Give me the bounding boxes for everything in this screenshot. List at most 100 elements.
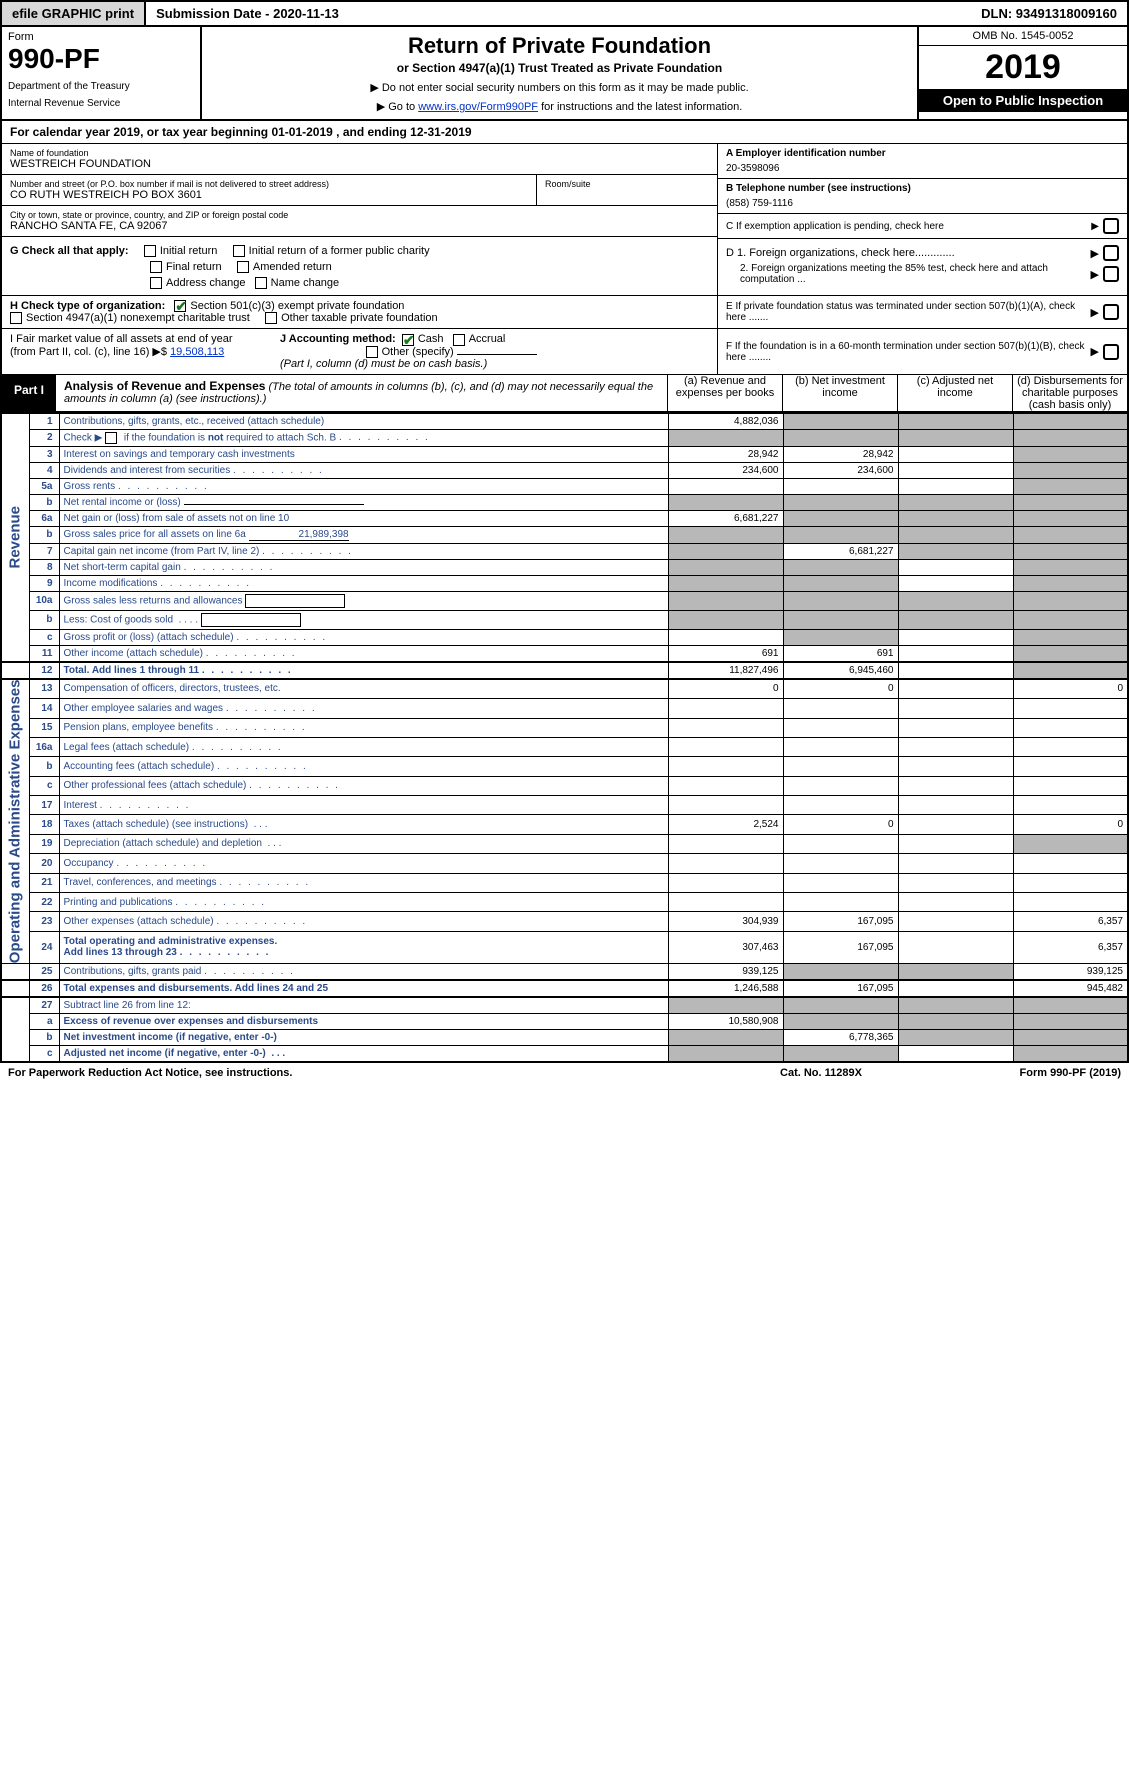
col-c-header: (c) Adjusted net income <box>897 375 1012 411</box>
initial-return-checkbox[interactable] <box>144 245 156 257</box>
row-desc: Dividends and interest from securities <box>59 462 668 478</box>
former-charity-checkbox[interactable] <box>233 245 245 257</box>
table-row: 12Total. Add lines 1 through 11 11,827,4… <box>1 662 1128 679</box>
row-desc: Net short-term capital gain <box>59 559 668 575</box>
table-row: bLess: Cost of goods sold . . . . <box>1 610 1128 629</box>
table-row: 8Net short-term capital gain <box>1 559 1128 575</box>
row-num: b <box>29 1030 59 1046</box>
table-row: 20Occupancy <box>1 854 1128 873</box>
row-num: 2 <box>29 429 59 446</box>
accrual-checkbox[interactable] <box>453 334 465 346</box>
form-header: Form 990-PF Department of the Treasury I… <box>0 27 1129 121</box>
row-num: 11 <box>29 645 59 662</box>
fmv-value[interactable]: 19,508,113 <box>170 346 224 358</box>
table-row: 7Capital gain net income (from Part IV, … <box>1 543 1128 559</box>
amt-b: 167,095 <box>783 980 898 997</box>
calendar-year-row: For calendar year 2019, or tax year begi… <box>0 121 1129 144</box>
table-row: 24Total operating and administrative exp… <box>1 931 1128 964</box>
address: CO RUTH WESTREICH PO BOX 3601 <box>10 189 528 201</box>
amt-a: 2,524 <box>668 815 783 834</box>
address-change-label: Address change <box>166 277 246 289</box>
row-desc: Capital gain net income (from Part IV, l… <box>59 543 668 559</box>
j-note: (Part I, column (d) must be on cash basi… <box>280 358 487 370</box>
efile-print-button[interactable]: efile GRAPHIC print <box>2 2 146 25</box>
table-row: 6aNet gain or (loss) from sale of assets… <box>1 510 1128 526</box>
initial-return-label: Initial return <box>160 245 217 257</box>
row-desc: Contributions, gifts, grants paid <box>59 964 668 981</box>
row-desc: Gross profit or (loss) (attach schedule) <box>59 629 668 645</box>
table-row: 26Total expenses and disbursements. Add … <box>1 980 1128 997</box>
amt-a: 939,125 <box>668 964 783 981</box>
other-taxable-label: Other taxable private foundation <box>281 312 438 324</box>
amt-b: 28,942 <box>783 446 898 462</box>
row-desc: Excess of revenue over expenses and disb… <box>59 1014 668 1030</box>
row-num: 4 <box>29 462 59 478</box>
row-num: 13 <box>29 679 59 699</box>
501c3-checkbox[interactable] <box>174 300 186 312</box>
table-row: 23Other expenses (attach schedule) 304,9… <box>1 912 1128 931</box>
final-return-checkbox[interactable] <box>150 261 162 273</box>
ein-value: 20-3598096 <box>726 163 1119 174</box>
table-row: 27Subtract line 26 from line 12: <box>1 997 1128 1014</box>
row-desc: Gross sales less returns and allowances <box>59 591 668 610</box>
row-num: 22 <box>29 892 59 911</box>
address-change-checkbox[interactable] <box>150 277 162 289</box>
d1-checkbox[interactable] <box>1103 245 1119 261</box>
row-desc: Other income (attach schedule) <box>59 645 668 662</box>
instructions-link[interactable]: www.irs.gov/Form990PF <box>418 101 538 113</box>
d2-checkbox[interactable] <box>1103 266 1119 282</box>
row-num: 27 <box>29 997 59 1014</box>
city-label: City or town, state or province, country… <box>10 210 709 220</box>
row-desc: Net investment income (if negative, ente… <box>59 1030 668 1046</box>
table-row: bGross sales price for all assets on lin… <box>1 526 1128 543</box>
table-row: 19Depreciation (attach schedule) and dep… <box>1 834 1128 853</box>
part1-header: Part I Analysis of Revenue and Expenses … <box>0 374 1129 413</box>
row-num: 16a <box>29 737 59 756</box>
cash-checkbox[interactable] <box>402 334 414 346</box>
col-d-header: (d) Disbursements for charitable purpose… <box>1012 375 1127 411</box>
h-label: H Check type of organization: <box>10 300 165 312</box>
form-ref: Form 990-PF (2019) <box>921 1067 1121 1079</box>
form-title: Return of Private Foundation <box>208 33 911 59</box>
exemption-pending-checkbox[interactable] <box>1103 218 1119 234</box>
amended-return-checkbox[interactable] <box>237 261 249 273</box>
city-value: RANCHO SANTA FE, CA 92067 <box>10 220 709 232</box>
sch-b-checkbox[interactable] <box>105 432 117 444</box>
row-num: 6a <box>29 510 59 526</box>
table-row: cOther professional fees (attach schedul… <box>1 776 1128 795</box>
j-label: J Accounting method: <box>280 333 396 345</box>
row-num: c <box>29 629 59 645</box>
form-number: 990-PF <box>8 43 194 75</box>
row-num: 24 <box>29 931 59 964</box>
amt-a: 0 <box>668 679 783 699</box>
col-b-header: (b) Net investment income <box>782 375 897 411</box>
final-return-label: Final return <box>166 261 222 273</box>
row-num: 14 <box>29 699 59 718</box>
row-desc: Other expenses (attach schedule) <box>59 912 668 931</box>
amt-a: 4,882,036 <box>668 413 783 429</box>
row-desc: Contributions, gifts, grants, etc., rece… <box>59 413 668 429</box>
row-desc: Net gain or (loss) from sale of assets n… <box>59 510 668 526</box>
dept-label: Department of the Treasury <box>8 81 194 92</box>
table-row: 16aLegal fees (attach schedule) <box>1 737 1128 756</box>
e-checkbox[interactable] <box>1103 304 1119 320</box>
row-num: 26 <box>29 980 59 997</box>
table-row: 2Check ▶ if the foundation is not requir… <box>1 429 1128 446</box>
d1-label: D 1. Foreign organizations, check here..… <box>726 247 1091 259</box>
cash-label: Cash <box>418 333 444 345</box>
name-change-checkbox[interactable] <box>255 277 267 289</box>
g-label: G Check all that apply: <box>10 245 129 257</box>
other-taxable-checkbox[interactable] <box>265 312 277 324</box>
f-checkbox[interactable] <box>1103 344 1119 360</box>
row-desc: Gross sales price for all assets on line… <box>59 526 668 543</box>
other-method-checkbox[interactable] <box>366 346 378 358</box>
row-desc: Income modifications <box>59 575 668 591</box>
amt-a: 691 <box>668 645 783 662</box>
row-num: c <box>29 1046 59 1063</box>
4947-checkbox[interactable] <box>10 312 22 324</box>
amt-d: 6,357 <box>1013 931 1128 964</box>
row-num: 12 <box>29 662 59 679</box>
row-num: 21 <box>29 873 59 892</box>
row-desc: Other professional fees (attach schedule… <box>59 776 668 795</box>
former-charity-label: Initial return of a former public charit… <box>249 245 430 257</box>
